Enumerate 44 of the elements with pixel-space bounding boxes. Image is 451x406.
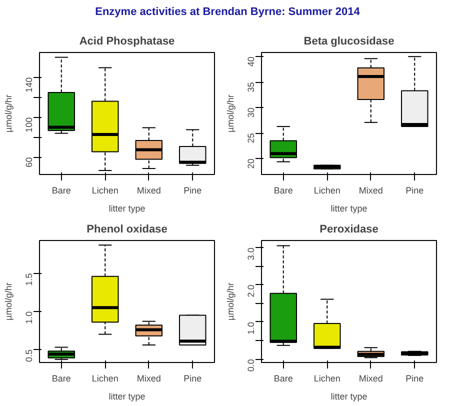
- text: Enzyme activities at Brendan Byrne: Summer 2014: [95, 5, 360, 20]
- y-axis-title: µmol/g/hr: [4, 94, 14, 132]
- x-tick-label: Lichen: [314, 186, 340, 196]
- x-tick-label: Bare: [52, 186, 71, 196]
- y-tick-label: 0.5: [24, 350, 34, 362]
- y-tick-label: 40: [246, 56, 256, 67]
- y-axis-title: µmol/g/hr: [4, 282, 14, 320]
- x-tick-label: Mixed: [358, 374, 383, 384]
- chart-title: Phenol oxidase: [86, 224, 168, 236]
- y-tick-label: 25: [246, 133, 256, 144]
- y-tick-label: 140: [24, 77, 34, 92]
- chart-title: Beta glucosidase: [304, 36, 394, 48]
- y-tick-label: 2.0: [246, 284, 256, 298]
- y-tick-label: 1.5: [24, 273, 34, 286]
- x-tick-label: Pine: [184, 186, 202, 196]
- x-tick-label: Pine: [184, 374, 202, 384]
- y-axis-title: µmol/g/hr: [226, 282, 236, 320]
- chart-title: Acid Phosphatase: [79, 36, 175, 48]
- x-tick-label: Mixed: [358, 186, 383, 196]
- x-tick-label: Bare: [274, 186, 293, 196]
- x-axis-title: litter type: [330, 392, 368, 402]
- y-tick-label: 60: [24, 157, 34, 168]
- y-tick-label: 20: [246, 158, 256, 169]
- x-tick-label: Lichen: [314, 374, 340, 384]
- x-tick-label: Lichen: [92, 186, 118, 196]
- y-tick-label: 35: [246, 82, 256, 92]
- y-tick-label: 30: [246, 108, 256, 118]
- x-tick-label: Mixed: [136, 374, 161, 384]
- y-tick-label: 0.0: [246, 359, 256, 372]
- y-tick-label: 1.0: [246, 322, 256, 334]
- y-tick-label: 1.0: [24, 311, 34, 324]
- x-tick-label: Mixed: [136, 186, 161, 196]
- x-tick-label: Bare: [52, 374, 71, 384]
- x-tick-label: Bare: [274, 374, 293, 384]
- x-axis-title: litter type: [108, 204, 146, 214]
- x-axis-title: litter type: [108, 392, 146, 402]
- x-axis-title: litter type: [330, 204, 368, 214]
- y-axis-title: µmol/g/hr: [226, 94, 236, 132]
- x-tick-label: Lichen: [92, 374, 118, 384]
- y-tick-label: 3.0: [246, 248, 256, 260]
- chart-title: Peroxidase: [320, 224, 378, 236]
- x-tick-label: Pine: [406, 186, 424, 196]
- x-tick-label: Pine: [406, 374, 424, 384]
- y-tick-label: 100: [24, 117, 34, 132]
